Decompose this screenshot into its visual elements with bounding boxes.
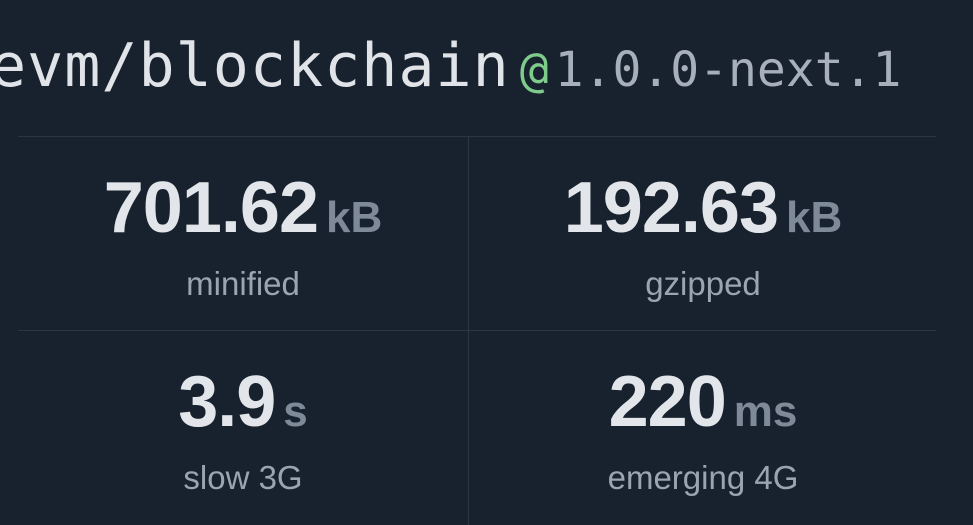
stat-label: slow 3G [183,459,303,496]
stat-minified: 701.62 kB minified [18,168,468,304]
stat-emerging-4g: 220 ms emerging 4G [478,362,928,498]
stat-metric: 701.62 kB [18,168,468,268]
at-symbol: @ [519,42,549,98]
grid-divider-middle [18,330,936,331]
stat-value: 701.62 [103,168,319,248]
stat-value: 3.9 [178,362,276,442]
package-heading: evm/blockchain @1.0.0-next.1 [0,26,901,121]
stat-metric: 3.9 s [18,362,468,462]
stats-grid: 701.62 kB minified 192.63 kB gzipped 3.9 s … [18,136,936,525]
stat-label: emerging 4G [607,459,799,496]
stat-unit: kB [785,193,843,242]
stat-metric: 192.63 kB [478,168,928,268]
package-name: evm/blockchain [0,31,510,101]
grid-divider-top [18,136,936,137]
stat-unit: kB [325,193,383,242]
stat-value: 192.63 [563,168,779,248]
stat-unit: ms [733,387,798,436]
stat-label: gzipped [645,265,761,302]
stat-label: minified [186,265,300,302]
stat-metric: 220 ms [478,362,928,462]
package-version: 1.0.0-next.1 [554,42,902,98]
stat-value: 220 [608,362,727,442]
stat-gzipped: 192.63 kB gzipped [478,168,928,304]
stat-unit: s [283,387,308,436]
stat-slow-3g: 3.9 s slow 3G [18,362,468,498]
grid-divider-vertical [468,136,469,525]
